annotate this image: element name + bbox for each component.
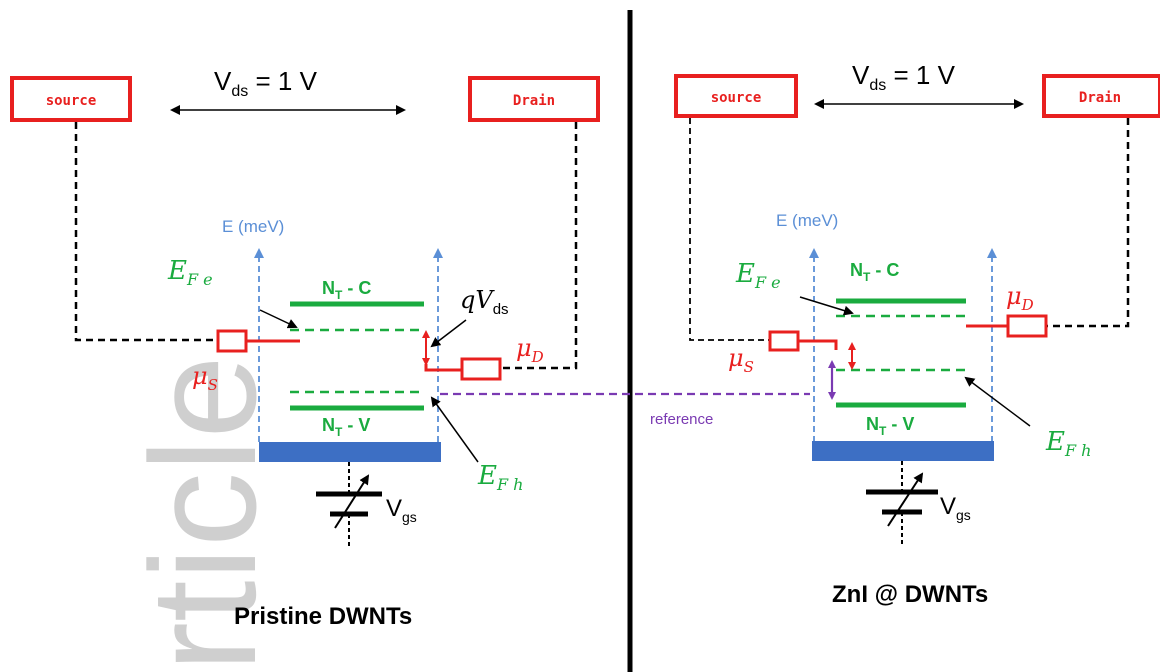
right-efh-pointer bbox=[964, 376, 1031, 427]
right-drain-wire bbox=[1046, 118, 1130, 328]
left-qvds-pointer bbox=[430, 319, 467, 348]
left-source-box bbox=[10, 76, 132, 122]
right-caption: ZnI @ DWNTs bbox=[832, 581, 988, 608]
left-axis-label: E (meV) bbox=[222, 217, 284, 236]
left-mud-resistor bbox=[460, 357, 502, 381]
right-source-box bbox=[674, 74, 798, 118]
right-gate-bar bbox=[812, 441, 994, 461]
left-panel: source Drain Vds = 1 V E (meV) NT - C NT… bbox=[10, 66, 600, 630]
left-mus-resistor bbox=[216, 329, 248, 353]
right-drain-box bbox=[1042, 74, 1160, 118]
right-drain-label: Drain bbox=[1079, 90, 1121, 106]
right-axis-left-arrow bbox=[809, 248, 819, 258]
right-axis-right-arrow bbox=[987, 248, 997, 258]
right-mud-resistor bbox=[1006, 314, 1048, 338]
left-gate-bar bbox=[259, 442, 441, 462]
left-mus-label: μS bbox=[192, 362, 218, 394]
left-ntv-label: NT - V bbox=[322, 415, 370, 439]
left-vgs-source bbox=[316, 462, 382, 548]
right-efe-pointer bbox=[799, 296, 854, 316]
right-efh-label: EF h bbox=[1045, 427, 1091, 460]
left-drain-wire bbox=[502, 122, 578, 370]
right-ntc-label: NT - C bbox=[850, 260, 899, 284]
reference-label: reference bbox=[650, 411, 713, 428]
left-efh-label: EF h bbox=[477, 461, 523, 494]
left-efe-label: EF e bbox=[167, 256, 213, 289]
left-ntc-label: NT - C bbox=[322, 278, 371, 302]
right-efe-label: EF e bbox=[735, 259, 781, 292]
right-vgs-label: Vgs bbox=[940, 493, 971, 523]
left-axis-right-arrow bbox=[433, 248, 443, 258]
right-source-wire bbox=[689, 118, 770, 341]
left-vds-label: Vds = 1 V bbox=[214, 66, 318, 100]
left-vgs-label: Vgs bbox=[386, 495, 417, 525]
right-mus-label: μS bbox=[728, 344, 754, 376]
right-mus-resistor bbox=[768, 330, 800, 352]
right-source-label: source bbox=[711, 90, 762, 106]
left-source-label: source bbox=[46, 93, 97, 109]
right-mus-line bbox=[798, 339, 838, 350]
left-caption: Pristine DWNTs bbox=[234, 603, 412, 630]
right-panel: source Drain Vds = 1 V E (meV) NT - C NT… bbox=[674, 60, 1160, 608]
right-ntv-label: NT - V bbox=[866, 414, 914, 438]
left-qvds-label: qVds bbox=[460, 286, 509, 318]
left-drain-label: Drain bbox=[513, 93, 555, 109]
right-vds-label: Vds = 1 V bbox=[852, 60, 956, 94]
right-axis-label: E (meV) bbox=[776, 211, 838, 230]
left-drain-box bbox=[468, 76, 600, 122]
left-source-wire bbox=[74, 122, 218, 342]
left-mud-line bbox=[424, 364, 462, 372]
left-axis-left-arrow bbox=[254, 248, 264, 258]
left-efh-pointer bbox=[430, 396, 479, 463]
right-mud-label: μD bbox=[1006, 282, 1034, 314]
left-mud-label: μD bbox=[516, 334, 544, 366]
right-vgs-source bbox=[866, 461, 938, 546]
left-efe-pointer bbox=[259, 309, 298, 329]
